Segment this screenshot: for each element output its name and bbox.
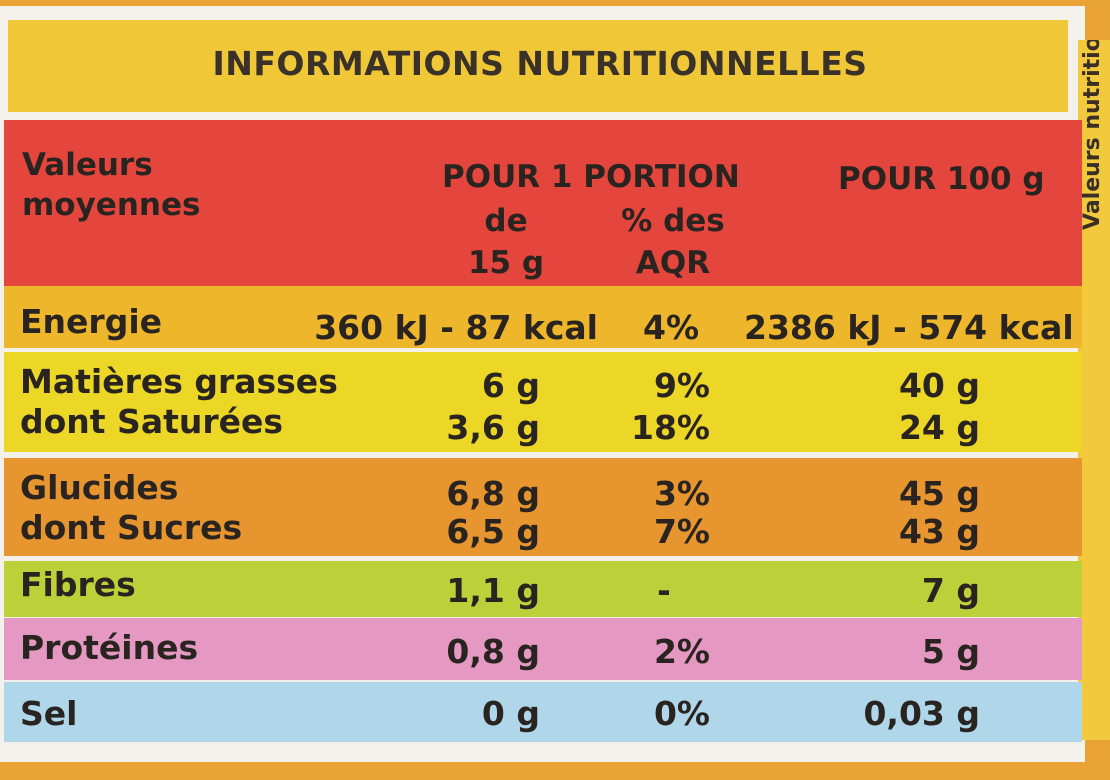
energie-portion: 360 kJ - 87 kcal <box>314 308 598 347</box>
sucres-per100: 43 g <box>898 512 980 551</box>
glucides-portion: 6,8 g <box>446 474 540 513</box>
matieres-grasses-aqr: 9% <box>653 366 710 405</box>
saturees-aqr: 18% <box>631 408 710 447</box>
row-fibres: Fibres 1,1 g - 7 g <box>4 561 1082 617</box>
header-per100: POUR 100 g <box>838 161 1045 197</box>
sel-per100: 0,03 g <box>863 694 980 733</box>
sel-label: Sel <box>20 694 78 733</box>
energie-label: Energie <box>20 302 163 341</box>
header-aqr-line2: AQR <box>635 245 711 281</box>
header-valeurs-line1: Valeurs <box>22 147 153 183</box>
fibres-label: Fibres <box>20 565 136 604</box>
header-portion-weight: 15 g <box>467 245 545 281</box>
energie-per100: 2386 kJ - 574 kcal <box>744 308 1074 347</box>
header-valeurs-line2: moyennes <box>22 187 201 223</box>
sucres-portion: 6,5 g <box>446 512 540 551</box>
sucres-label: dont Sucres <box>20 508 243 547</box>
row-matieres-grasses: Matières grasses dont Saturées 6 g 3,6 g… <box>4 352 1082 452</box>
saturees-label: dont Saturées <box>20 402 284 441</box>
matieres-grasses-portion: 6 g <box>481 366 540 405</box>
saturees-per100: 24 g <box>898 408 980 447</box>
sucres-aqr: 7% <box>653 512 710 551</box>
header-aqr-line1: % des <box>621 203 725 239</box>
nutrition-title: INFORMATIONS NUTRITIONNELLES <box>212 44 868 83</box>
header-portion-title: POUR 1 PORTION <box>442 159 740 195</box>
proteines-aqr: 2% <box>653 632 710 671</box>
row-proteines: Protéines 0,8 g 2% 5 g <box>4 618 1082 680</box>
matieres-grasses-label: Matières grasses <box>20 362 338 401</box>
side-text: Valeurs nutritionnelles <box>1080 40 1105 230</box>
glucides-aqr: 3% <box>653 474 710 513</box>
fibres-portion: 1,1 g <box>446 571 540 610</box>
glucides-label: Glucides <box>20 468 179 507</box>
row-glucides: Glucides dont Sucres 6,8 g 6,5 g 3% 7% 4… <box>4 458 1082 556</box>
sel-aqr: 0% <box>653 694 710 733</box>
sel-portion: 0 g <box>481 694 540 733</box>
header-row: Valeurs moyennes POUR 1 PORTION de 15 g … <box>4 120 1082 296</box>
side-strip: Valeurs nutritionnelles <box>1078 40 1110 740</box>
fibres-aqr: - <box>657 571 671 610</box>
saturees-portion: 3,6 g <box>446 408 540 447</box>
energie-aqr: 4% <box>642 308 700 347</box>
matieres-grasses-per100: 40 g <box>898 366 980 405</box>
proteines-per100: 5 g <box>921 632 980 671</box>
title-band <box>8 20 1068 112</box>
row-energie: Energie 360 kJ - 87 kcal 4% 2386 kJ - 57… <box>4 286 1082 348</box>
glucides-per100: 45 g <box>898 474 980 513</box>
proteines-label: Protéines <box>20 628 199 667</box>
header-portion-de: de <box>484 203 528 239</box>
proteines-portion: 0,8 g <box>446 632 540 671</box>
fibres-per100: 7 g <box>921 571 980 610</box>
row-sel: Sel 0 g 0% 0,03 g <box>4 682 1082 742</box>
